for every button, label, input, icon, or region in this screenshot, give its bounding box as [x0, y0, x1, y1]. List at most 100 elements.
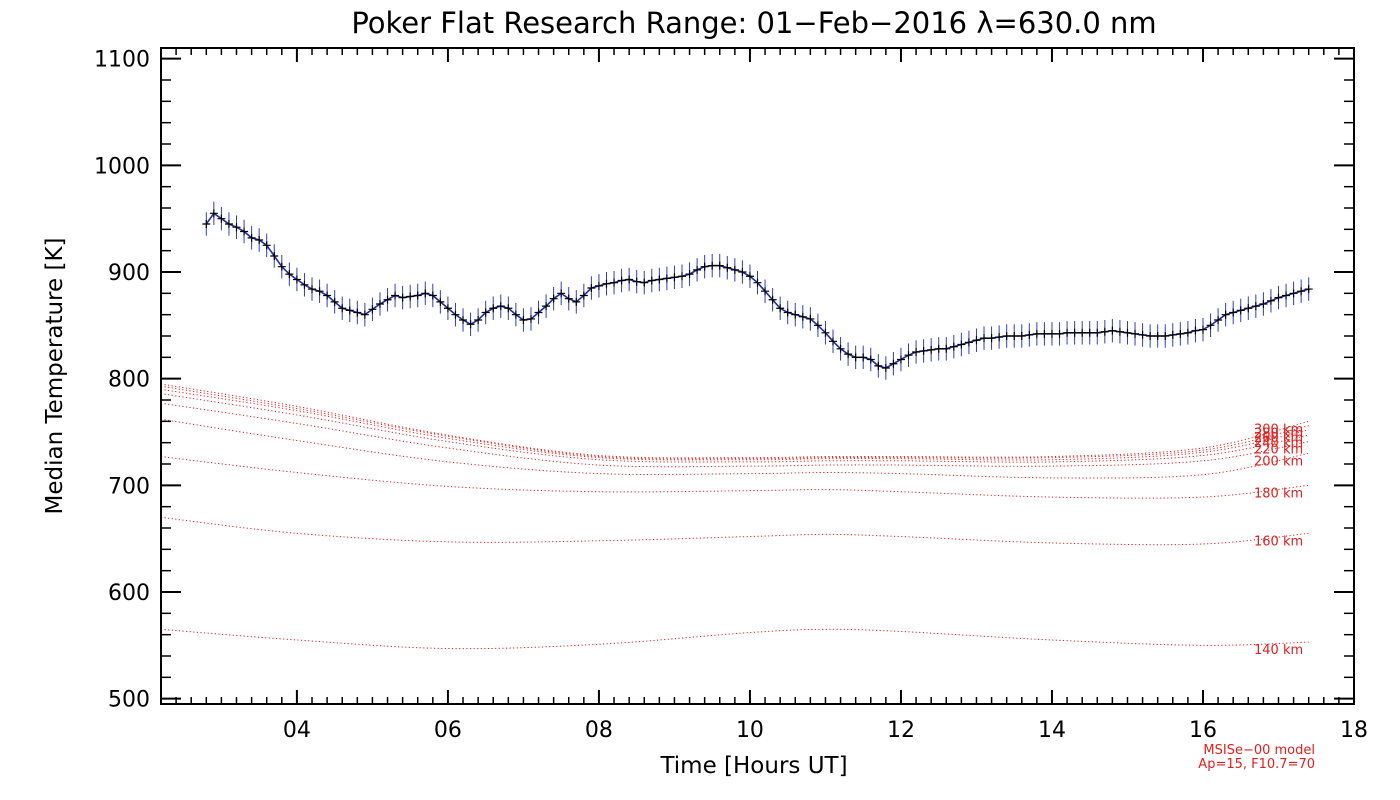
data-point: [383, 295, 392, 304]
data-point: [443, 304, 452, 313]
data-point: [1198, 325, 1207, 334]
model-line-240-km: [160, 393, 1309, 463]
data-point: [610, 278, 619, 287]
data-point: [1093, 328, 1102, 337]
y-axis-title: Median Temperature [K]: [42, 238, 68, 515]
measured-series: [202, 201, 1313, 380]
y-tick-label: 800: [108, 368, 150, 393]
data-point: [391, 291, 400, 300]
data-point: [1078, 328, 1087, 337]
data-point: [240, 227, 249, 236]
data-point: [685, 270, 694, 279]
data-point: [459, 316, 468, 324]
x-tick-label: 10: [736, 718, 764, 743]
data-point: [594, 281, 603, 290]
data-point: [1040, 329, 1049, 338]
data-point: [715, 261, 724, 270]
y-tick-label: 1000: [94, 154, 150, 179]
model-line-300-km: [160, 383, 1309, 459]
x-tick-label: 12: [887, 718, 915, 743]
data-point: [1251, 302, 1260, 311]
data-point: [345, 306, 354, 315]
data-point: [859, 353, 868, 362]
plot-frame: [160, 47, 1355, 705]
data-point: [730, 265, 739, 274]
y-tick-label: 600: [108, 581, 150, 606]
data-point: [1244, 304, 1253, 313]
x-tick-label: 14: [1038, 718, 1066, 743]
data-point: [277, 262, 286, 271]
y-tick-label: 1100: [94, 48, 150, 73]
data-point: [1070, 328, 1079, 337]
data-point: [534, 308, 543, 317]
data-point: [421, 289, 430, 298]
model-label-260-km: 260 km: [1254, 431, 1303, 446]
data-point: [224, 220, 233, 228]
data-point: [995, 333, 1004, 342]
x-tick-label: 08: [585, 718, 613, 743]
data-point: [783, 308, 792, 317]
x-tick-label: 04: [283, 718, 311, 743]
data-point: [1025, 330, 1034, 339]
data-point: [723, 263, 732, 272]
data-point: [896, 355, 905, 364]
data-points: [202, 209, 1313, 372]
data-point: [798, 312, 807, 321]
data-point: [1191, 326, 1200, 335]
data-point: [670, 273, 679, 282]
data-point: [617, 276, 626, 285]
data-point: [640, 278, 649, 287]
data-point: [708, 261, 717, 270]
model-line-260-km: [160, 388, 1309, 461]
data-point: [972, 336, 981, 345]
model-label-240-km: 240 km: [1254, 436, 1303, 451]
data-point: [1017, 332, 1026, 340]
y-tick-label: 500: [108, 688, 150, 713]
data-point: [572, 297, 581, 306]
data-point: [1055, 329, 1064, 338]
data-point: [1108, 326, 1117, 335]
data-point: [753, 278, 762, 287]
model-label-140-km: 140 km: [1254, 643, 1303, 658]
data-point: [949, 342, 958, 351]
data-point: [466, 320, 475, 329]
data-point: [1236, 306, 1245, 315]
data-point: [1002, 332, 1011, 340]
data-point: [1214, 316, 1223, 324]
data-point: [791, 310, 800, 319]
data-point: [1138, 330, 1147, 339]
data-point: [625, 275, 634, 284]
data-point: [428, 291, 437, 300]
data-point: [1131, 329, 1140, 338]
data-point: [557, 289, 566, 298]
data-point: [934, 344, 943, 353]
data-point: [987, 334, 996, 343]
x-axis: 04 06 08 10 12 14 16 18: [175, 48, 1368, 743]
data-point: [1085, 328, 1094, 337]
data-point: [481, 308, 490, 317]
data-point: [217, 214, 226, 223]
data-point: [866, 355, 875, 364]
data-point: [496, 302, 505, 311]
data-point: [957, 340, 966, 349]
model-label-180-km: 180 km: [1254, 486, 1303, 501]
data-point: [1259, 300, 1268, 308]
data-point: [526, 314, 535, 323]
data-point: [564, 294, 573, 303]
model-label-220-km: 220 km: [1254, 443, 1303, 458]
data-point: [980, 334, 989, 343]
data-point: [889, 359, 898, 368]
data-point: [474, 316, 483, 324]
data-point: [632, 277, 641, 286]
data-point: [1206, 321, 1215, 330]
data-point: [1161, 332, 1170, 340]
data-point: [1221, 310, 1230, 319]
data-point: [315, 287, 324, 296]
data-point: [587, 284, 596, 292]
data-point: [745, 272, 754, 281]
data-point: [1100, 327, 1109, 336]
data-point: [655, 275, 664, 284]
data-point: [511, 310, 520, 319]
chart-title: Poker Flat Research Range: 01−Feb−2016 λ…: [351, 6, 1156, 40]
